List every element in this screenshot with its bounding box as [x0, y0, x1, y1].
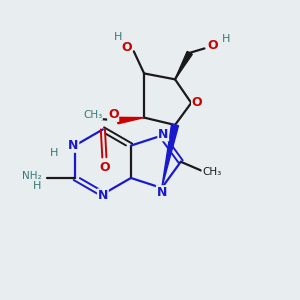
Text: O: O: [108, 108, 119, 121]
Text: NH₂: NH₂: [22, 171, 42, 181]
Text: N: N: [158, 128, 168, 141]
Text: CH₃: CH₃: [83, 110, 102, 120]
Text: H: H: [50, 148, 58, 158]
Text: O: O: [207, 39, 218, 52]
Text: O: O: [121, 41, 132, 54]
Polygon shape: [162, 124, 178, 188]
Text: H: H: [113, 32, 122, 42]
Text: N: N: [68, 139, 79, 152]
Text: H: H: [221, 34, 230, 44]
Text: H: H: [33, 181, 42, 191]
Text: O: O: [192, 96, 203, 110]
Text: O: O: [99, 161, 110, 174]
Text: CH₃: CH₃: [202, 167, 221, 177]
Polygon shape: [175, 51, 192, 79]
Polygon shape: [117, 117, 144, 124]
Text: N: N: [98, 189, 108, 202]
Text: N: N: [157, 186, 167, 199]
